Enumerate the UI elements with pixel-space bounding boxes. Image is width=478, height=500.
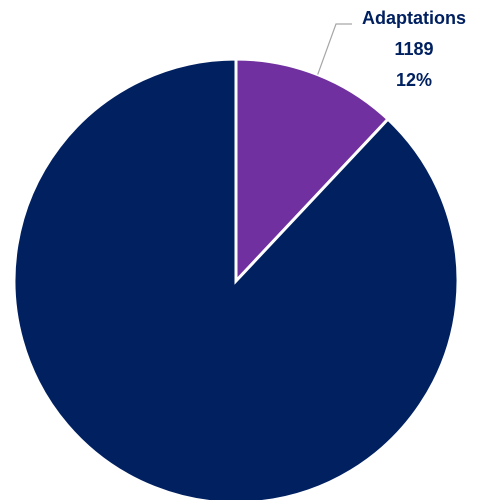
- adaptations-percent-label: 12%: [396, 70, 432, 90]
- adaptations-name-label: Adaptations: [362, 8, 466, 28]
- adaptations-leader-line: [317, 23, 352, 75]
- adaptations-value-label: 1189: [394, 39, 433, 59]
- pie-slices: [12, 57, 460, 500]
- pie-slice-other-1: [12, 57, 460, 500]
- pie-data-labels: Adaptations 1189 12%: [362, 8, 466, 90]
